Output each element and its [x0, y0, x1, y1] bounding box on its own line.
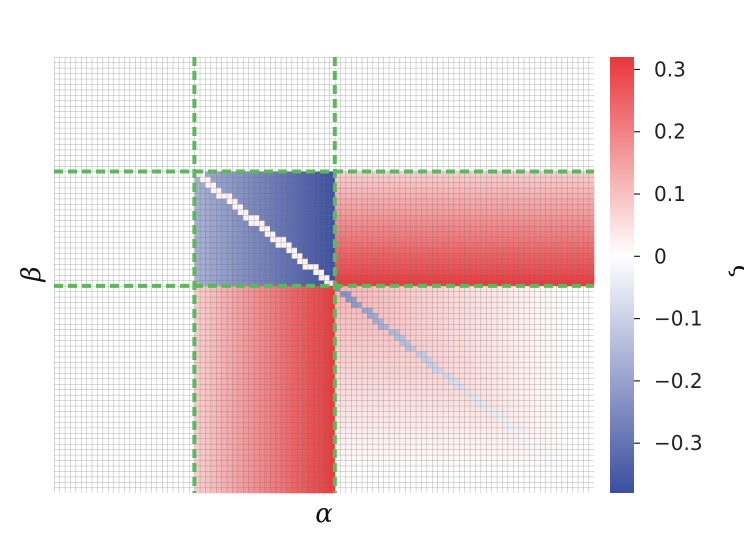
- colorbar: 0.3 0.2 0.1 0 −0.1 −0.2 −0.3 ζ: [610, 57, 744, 493]
- colorbar-tick-label: −0.3: [654, 431, 703, 455]
- colorbar-tick-label: −0.1: [654, 307, 703, 331]
- colorbar-tick-label: −0.2: [654, 369, 703, 393]
- colorbar-bar: [610, 57, 634, 493]
- highlight-lines: [54, 57, 594, 493]
- x-axis-label: α: [315, 499, 333, 529]
- colorbar-tick-label: 0.1: [654, 182, 686, 206]
- heatmap-plot-area: [54, 57, 595, 494]
- colorbar-tick-label: 0.3: [654, 57, 686, 81]
- colorbar-tick-label: 0.2: [654, 120, 686, 144]
- colorbar-ticks: 0.3 0.2 0.1 0 −0.1 −0.2 −0.3: [634, 57, 703, 455]
- y-axis-label: β: [17, 266, 47, 282]
- heatmap-gridlines: [54, 57, 594, 493]
- colorbar-label: ζ: [727, 265, 744, 281]
- colorbar-tick-label: 0: [654, 244, 667, 268]
